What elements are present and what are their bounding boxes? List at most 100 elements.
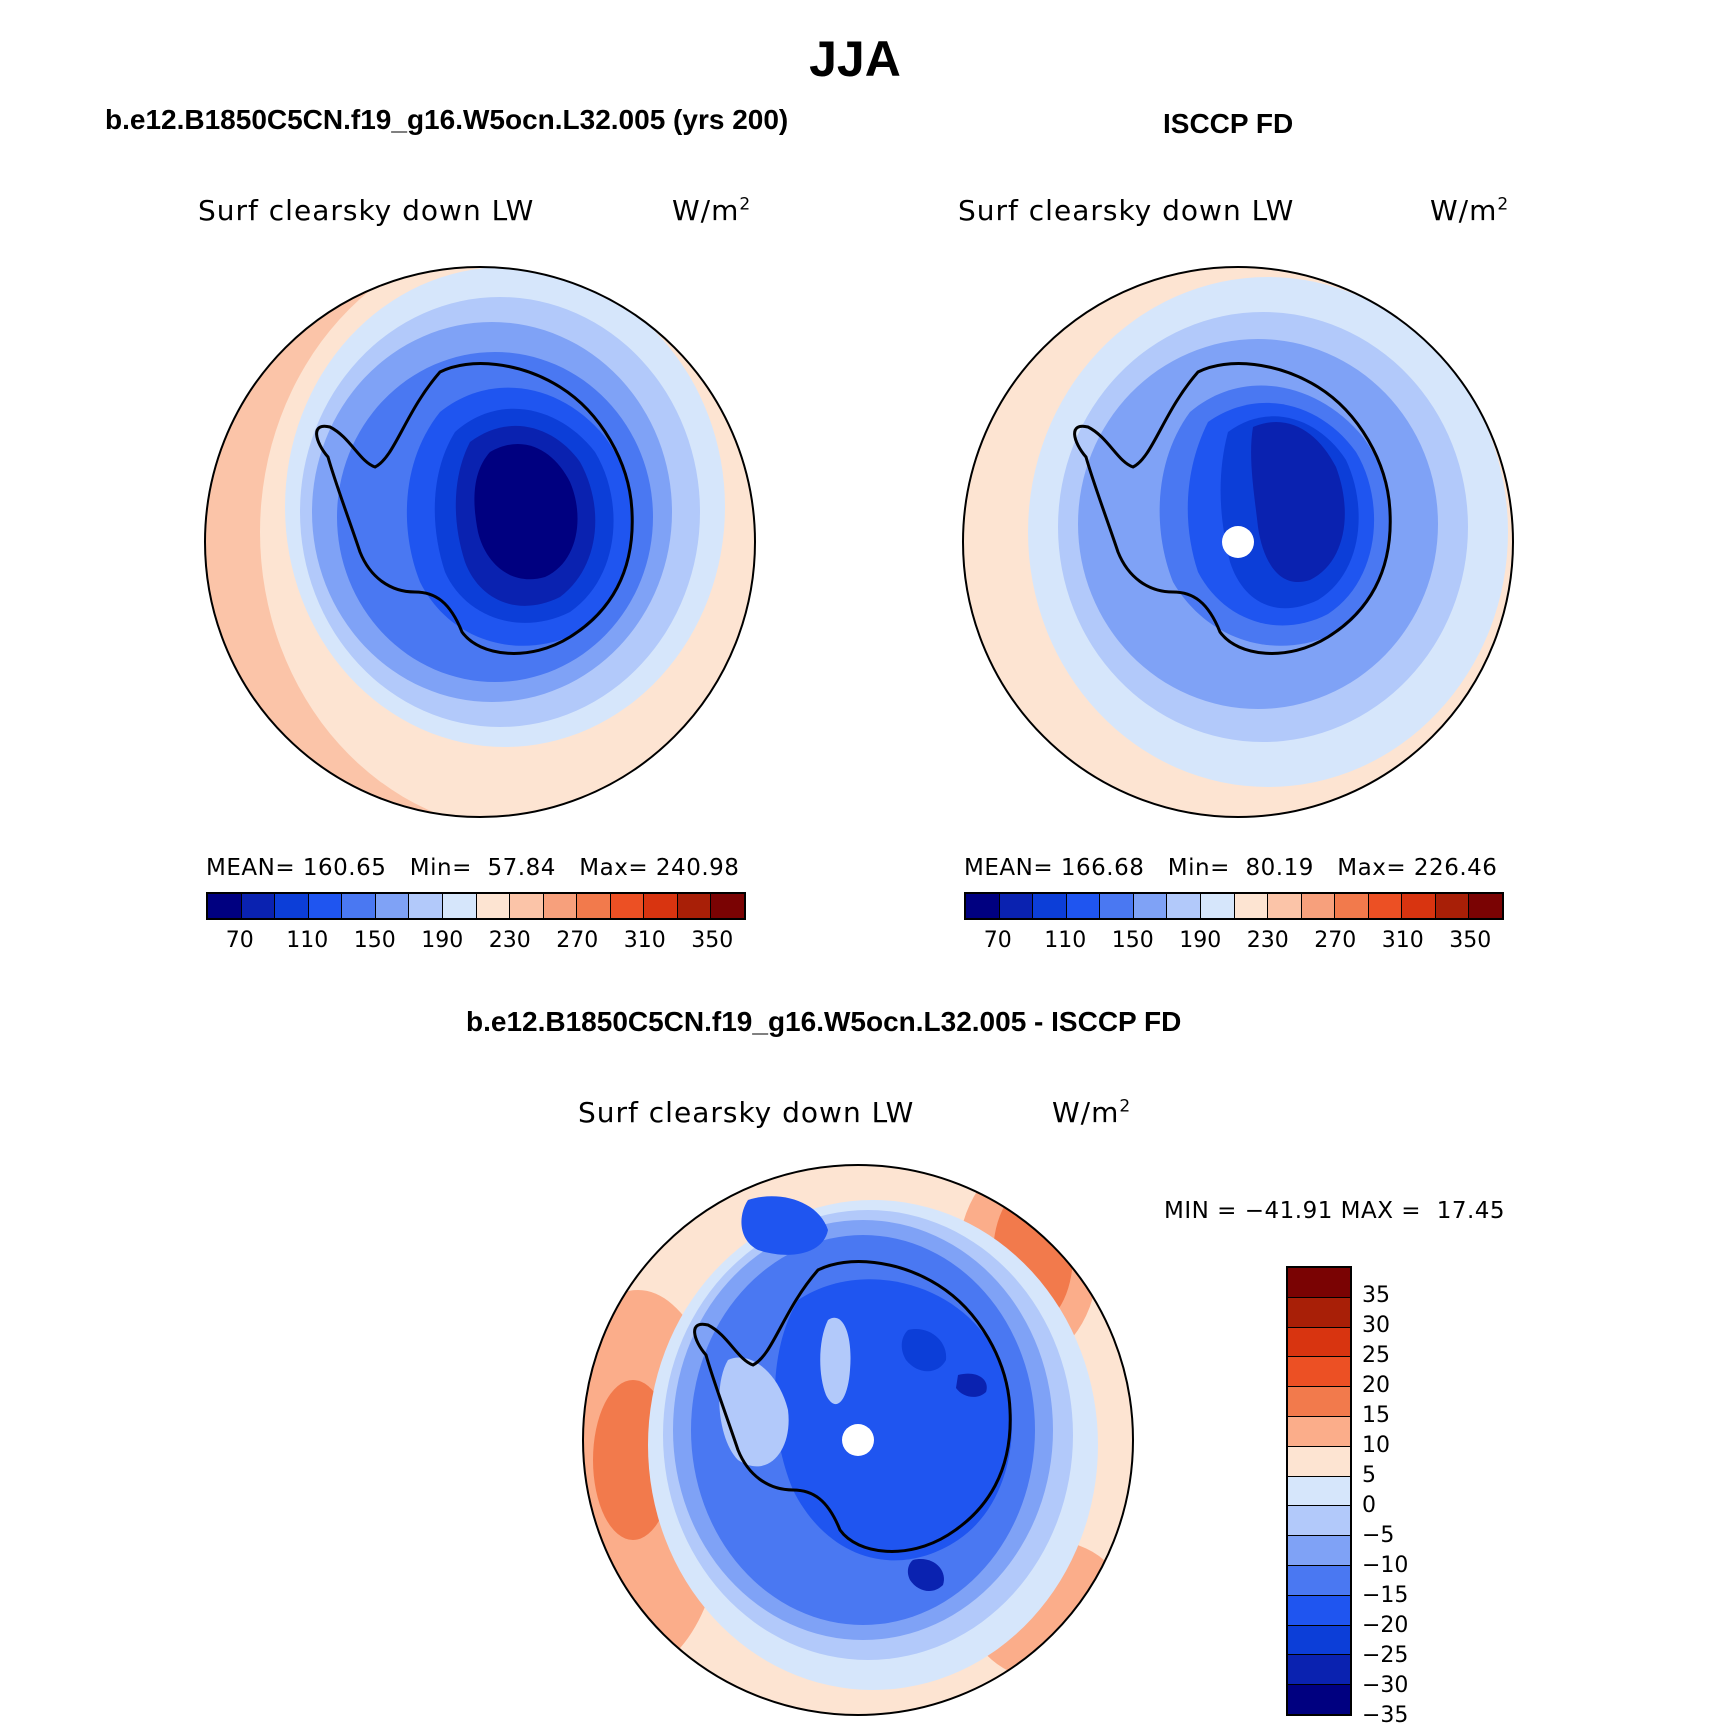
diff-polar-map [582, 1164, 1134, 1716]
diff-colorbar-tick: −15 [1362, 1583, 1409, 1608]
model-colorbar-cell [711, 894, 744, 918]
obs-colorbar-cell [1200, 894, 1235, 918]
diff-colorbar [1286, 1266, 1352, 1716]
obs-colorbar-cell [1133, 894, 1168, 918]
diff-colorbar-cell [1288, 1685, 1350, 1714]
model-colorbar-cell [308, 894, 343, 918]
obs-colorbar-cell [1301, 894, 1336, 918]
diff-colorbar-cell [1288, 1416, 1350, 1447]
diff-variable-label: Surf clearsky down LW [578, 1096, 915, 1129]
obs-colorbar-cell [1167, 894, 1201, 918]
diff-colorbar-tick: 0 [1362, 1493, 1376, 1518]
diff-colorbar-tick: 25 [1362, 1343, 1390, 1368]
model-colorbar-cell [342, 894, 376, 918]
diff-colorbar-cell [1288, 1297, 1350, 1328]
diff-colorbar-tick: 20 [1362, 1373, 1390, 1398]
model-units-label: W/m2 [672, 194, 752, 227]
model-colorbar-tick: 270 [556, 928, 599, 953]
obs-coastline [1073, 362, 1392, 655]
obs-polar-map [962, 266, 1514, 818]
diff-colorbar-tick: 5 [1362, 1463, 1376, 1488]
diff-colorbar-tick: 30 [1362, 1313, 1390, 1338]
diff-colorbar-tick: 15 [1362, 1403, 1390, 1428]
diff-colorbar-tick: −5 [1362, 1523, 1395, 1548]
diff-colorbar-cell [1288, 1327, 1350, 1358]
model-colorbar-cell [543, 894, 578, 918]
model-colorbar-cell [510, 894, 544, 918]
model-polar-map [204, 266, 756, 818]
model-coastline [315, 362, 634, 655]
model-colorbar-tick: 190 [421, 928, 464, 953]
obs-colorbar-tick: 270 [1314, 928, 1357, 953]
model-colorbar-tick: 110 [286, 928, 329, 953]
model-colorbar-cell [610, 894, 645, 918]
diff-units-label: W/m2 [1052, 1096, 1132, 1129]
model-colorbar [206, 892, 746, 920]
obs-colorbar-tick: 350 [1449, 928, 1492, 953]
model-colorbar-cell [275, 894, 309, 918]
model-colorbar-cell [476, 894, 511, 918]
diff-colorbar-tick: −25 [1362, 1643, 1409, 1668]
model-colorbar-cell [241, 894, 276, 918]
model-colorbar-tick: 310 [623, 928, 666, 953]
diff-colorbar-cell [1288, 1357, 1350, 1388]
diff-panel-title: b.e12.B1850C5CN.f19_g16.W5ocn.L32.005 - … [466, 1006, 1182, 1037]
model-colorbar-tick: 350 [691, 928, 734, 953]
model-panel-title: b.e12.B1850C5CN.f19_g16.W5ocn.L32.005 (y… [105, 104, 789, 135]
obs-colorbar-tick: 150 [1111, 928, 1154, 953]
diff-colorbar-cell [1288, 1655, 1350, 1686]
obs-colorbar [964, 892, 1504, 920]
diff-colorbar-cell [1288, 1387, 1350, 1417]
obs-colorbar-cell [966, 894, 1000, 918]
diff-colorbar-cell [1288, 1476, 1350, 1507]
diff-colorbar-tick: −30 [1362, 1673, 1409, 1698]
diff-colorbar-cell [1288, 1506, 1350, 1537]
diff-colorbar-tick: −35 [1362, 1703, 1409, 1728]
obs-units-label: W/m2 [1430, 194, 1510, 227]
obs-colorbar-cell [1435, 894, 1470, 918]
diff-colorbar-tick: −20 [1362, 1613, 1409, 1638]
obs-colorbar-cell [1066, 894, 1101, 918]
obs-colorbar-cell [1033, 894, 1067, 918]
page-title: JJA [809, 31, 901, 87]
diff-colorbar-cell [1288, 1268, 1350, 1298]
obs-colorbar-cell [999, 894, 1034, 918]
diff-colorbar-cell [1288, 1536, 1350, 1566]
diff-colorbar-tick: −10 [1362, 1553, 1409, 1578]
model-colorbar-cell [644, 894, 678, 918]
obs-panel-title: ISCCP FD [1163, 108, 1294, 139]
model-colorbar-cell [208, 894, 242, 918]
diff-pole-hole [842, 1424, 874, 1456]
obs-colorbar-tick: 70 [983, 928, 1012, 953]
model-colorbar-tick: 150 [353, 928, 396, 953]
obs-colorbar-cell [1268, 894, 1302, 918]
model-stats: MEAN= 160.65 Min= 57.84 Max= 240.98 [206, 855, 740, 881]
model-colorbar-cell [409, 894, 443, 918]
obs-stats: MEAN= 166.68 Min= 80.19 Max= 226.46 [964, 855, 1498, 881]
diff-colorbar-cell [1288, 1446, 1350, 1477]
obs-colorbar-cell [1335, 894, 1369, 918]
diff-colorbar-cell [1288, 1565, 1350, 1596]
obs-variable-label: Surf clearsky down LW [958, 194, 1295, 227]
obs-pole-hole [1222, 526, 1254, 558]
obs-colorbar-cell [1402, 894, 1436, 918]
diff-colorbar-tick: 10 [1362, 1433, 1390, 1458]
model-colorbar-cell [442, 894, 477, 918]
model-colorbar-cell [375, 894, 410, 918]
model-colorbar-tick: 70 [225, 928, 254, 953]
obs-colorbar-cell [1368, 894, 1403, 918]
diff-colorbar-cell [1288, 1595, 1350, 1626]
diff-colorbar-tick: 35 [1362, 1283, 1390, 1308]
obs-colorbar-cell [1234, 894, 1269, 918]
model-colorbar-tick: 230 [488, 928, 531, 953]
obs-colorbar-tick: 310 [1381, 928, 1424, 953]
model-colorbar-cell [677, 894, 712, 918]
obs-colorbar-tick: 110 [1044, 928, 1087, 953]
diff-colorbar-cell [1288, 1625, 1350, 1656]
model-colorbar-cell [577, 894, 611, 918]
obs-colorbar-tick: 190 [1179, 928, 1222, 953]
obs-colorbar-cell [1100, 894, 1134, 918]
model-variable-label: Surf clearsky down LW [198, 194, 535, 227]
model-colorbar-ticks: 70 110 150 190 230 270 310 350 [206, 928, 746, 958]
obs-colorbar-ticks: 70 110 150 190 230 270 310 350 [964, 928, 1504, 958]
